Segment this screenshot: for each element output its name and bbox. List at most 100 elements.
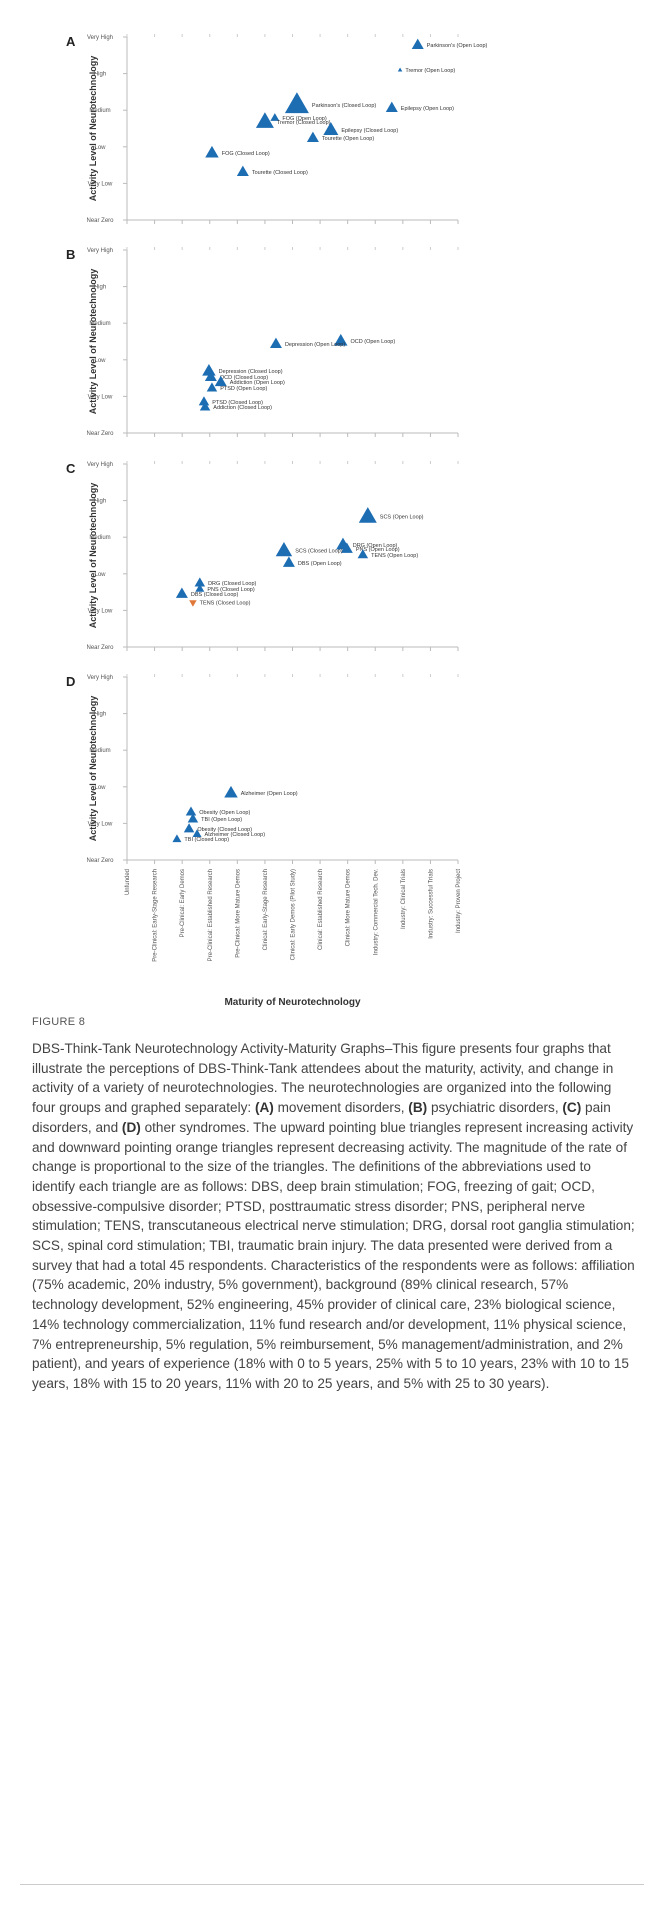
x-tick-label: Clinical: Established Research xyxy=(318,869,324,950)
y-tick-label: Medium xyxy=(89,321,110,327)
y-tick-label: Very High xyxy=(87,462,113,468)
point-label: Alzheimer (Closed Loop) xyxy=(205,832,266,838)
triangle-marker xyxy=(172,834,182,843)
point-label: DBS (Open Loop) xyxy=(298,561,342,567)
y-tick-label: High xyxy=(94,285,106,291)
point-label: DRG (Open Loop) xyxy=(353,543,398,549)
y-tick-label: Very High xyxy=(87,248,113,254)
y-tick-label: Very Low xyxy=(88,821,113,827)
triangle-marker xyxy=(269,337,282,349)
y-tick-label: Near Zero xyxy=(86,218,114,224)
x-tick-label: Clinical: Early-Stage Research xyxy=(263,869,269,950)
triangle-marker xyxy=(340,542,353,553)
caption-text: other syndromes. The upward pointing blu… xyxy=(32,1119,635,1391)
figure: A Activity Level of Neurotechnology Near Z… xyxy=(66,34,488,1008)
point-label: Obesity (Closed Loop) xyxy=(197,827,252,833)
caption-bold: (C) xyxy=(562,1100,582,1116)
triangle-marker xyxy=(206,382,218,392)
triangle-marker xyxy=(334,333,348,346)
triangle-marker xyxy=(357,549,369,559)
y-tick-label: Medium xyxy=(89,108,110,114)
y-tick-label: Near Zero xyxy=(86,858,114,864)
triangle-marker xyxy=(194,577,206,587)
point-label: DRG (Closed Loop) xyxy=(208,581,256,587)
y-axis-label: Activity Level of Neurotechnology xyxy=(88,269,98,415)
y-tick-label: Very High xyxy=(87,35,113,41)
triangle-marker xyxy=(385,101,398,113)
triangle-marker xyxy=(275,541,293,557)
triangle-marker xyxy=(204,370,217,382)
triangle-marker xyxy=(189,600,197,607)
triangle-marker xyxy=(205,145,219,158)
panel-letter: B xyxy=(66,247,75,262)
x-tick-label: Pre-Clinical: Early-Stage Research xyxy=(153,869,159,962)
triangle-marker xyxy=(198,396,210,406)
triangle-marker xyxy=(306,131,319,143)
point-label: Parkinson's (Open Loop) xyxy=(427,43,488,49)
triangle-marker xyxy=(187,813,199,823)
y-tick-label: Low xyxy=(94,572,106,578)
point-label: Tremor (Open Loop) xyxy=(405,68,455,74)
triangle-marker xyxy=(224,785,238,798)
y-tick-label: Low xyxy=(94,785,106,791)
point-label: Tourette (Open Loop) xyxy=(322,136,374,142)
triangle-marker xyxy=(284,92,309,114)
triangle-marker xyxy=(397,67,403,72)
panel-letter: D xyxy=(66,674,75,689)
point-label: TBI (Open Loop) xyxy=(201,817,242,823)
triangle-marker xyxy=(185,806,197,816)
point-label: OCD (Closed Loop) xyxy=(220,375,268,381)
triangle-marker xyxy=(282,556,295,567)
y-tick-label: High xyxy=(94,499,106,505)
caption-bold: (A) xyxy=(254,1100,274,1116)
point-label: Tourette (Closed Loop) xyxy=(252,170,308,176)
y-tick-label: Very Low xyxy=(88,608,113,614)
point-label: PTSD (Closed Loop) xyxy=(212,400,263,406)
caption-bold: (D) xyxy=(121,1119,141,1135)
point-label: PNS (Open Loop) xyxy=(356,547,400,553)
point-label: Depression (Closed Loop) xyxy=(219,369,283,375)
x-axis-label: Maturity of Neurotechnology xyxy=(224,997,361,1008)
point-label: Tremor (Closed Loop) xyxy=(277,120,331,126)
point-label: DBS (Closed Loop) xyxy=(191,592,239,598)
triangle-marker xyxy=(199,401,211,411)
y-tick-label: Low xyxy=(94,145,106,151)
point-label: Depression (Open Loop) xyxy=(285,342,345,348)
figure-caption: DBS-Think-Tank Neurotechnology Activity-… xyxy=(32,1039,636,1394)
triangle-marker xyxy=(175,587,188,598)
divider xyxy=(20,1884,644,1885)
x-tick-label: Pre-Clinical: Established Research xyxy=(208,869,214,961)
panel-letter: C xyxy=(66,461,76,476)
y-tick-label: Near Zero xyxy=(86,431,114,437)
x-tick-label: Industry: Clinical Trials xyxy=(401,869,407,929)
x-tick-label: Clinical: More Mature Demos xyxy=(346,869,352,946)
y-tick-label: High xyxy=(94,72,106,78)
triangle-marker xyxy=(358,507,377,523)
triangle-marker xyxy=(214,375,227,387)
point-label: Obesity (Open Loop) xyxy=(199,810,250,816)
triangle-marker xyxy=(195,584,205,592)
point-label: Epilepsy (Closed Loop) xyxy=(341,128,398,134)
point-label: Parkinson's (Closed Loop) xyxy=(312,103,377,109)
figure-label: FIGURE 8 xyxy=(32,1016,86,1028)
caption-text: psychiatric disorders, xyxy=(427,1100,563,1116)
point-label: FOG (Open Loop) xyxy=(282,116,326,122)
y-axis-label: Activity Level of Neurotechnology xyxy=(88,696,98,842)
point-label: PTSD (Open Loop) xyxy=(220,386,267,392)
caption-text: DBS-Think-Tank Neurotechnology Activity-… xyxy=(32,1041,614,1116)
triangle-marker xyxy=(323,121,339,135)
x-tick-label: Clinical: Early Demos (Pilot Study) xyxy=(291,869,297,960)
y-axis-label: Activity Level of Neurotechnology xyxy=(88,56,98,202)
point-label: TENS (Open Loop) xyxy=(371,553,418,559)
y-tick-label: Near Zero xyxy=(86,645,114,651)
triangle-marker xyxy=(411,38,424,50)
x-tick-label: Industry: Commercial Tech. Dev. xyxy=(373,869,379,955)
point-label: Addiction (Closed Loop) xyxy=(213,405,272,411)
y-tick-label: High xyxy=(94,712,106,718)
point-label: PNS (Closed Loop) xyxy=(207,587,255,593)
y-tick-label: Very Low xyxy=(88,181,113,187)
point-label: Epilepsy (Open Loop) xyxy=(401,106,454,112)
caption-text: pain disorders, and xyxy=(32,1100,611,1135)
y-tick-label: Medium xyxy=(89,748,110,754)
